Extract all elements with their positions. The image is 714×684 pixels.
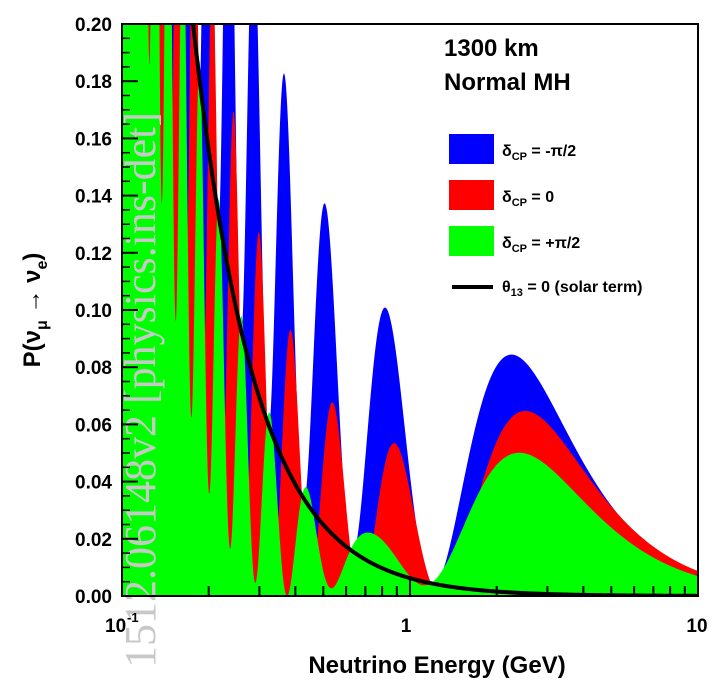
y-tick-label-0: 0.00 <box>75 587 112 608</box>
legend-label-0: δCP = -π/2 <box>502 143 576 163</box>
legend-swatch-0 <box>449 134 494 164</box>
series-area-2 <box>122 24 698 596</box>
y-tick-label-8: 0.16 <box>75 129 112 150</box>
legend-label-1: δCP = 0 <box>502 189 554 209</box>
baseline-annotation: 1300 km Normal MH <box>444 35 571 96</box>
y-tick-label-2: 0.04 <box>75 473 112 494</box>
y-tick-label-5: 0.10 <box>75 301 112 322</box>
x-tick-label-0-base: 10 <box>105 616 126 637</box>
legend-label-2: δCP = +π/2 <box>502 235 580 255</box>
y-tick-label-4: 0.08 <box>75 358 112 379</box>
y-axis: 0.00 0.02 0.04 0.06 0.08 0.10 0.12 0.14 0.16 0.18… <box>75 15 112 608</box>
y-tick-label-7: 0.14 <box>75 187 112 208</box>
axis-ticks <box>121 23 699 597</box>
arxiv-watermark: 1512.06148v2 [physics.ins-det] <box>116 112 165 668</box>
x-axis: 10 -1 1 10 Neutrino Energy (GeV) <box>105 610 708 679</box>
legend-swatch-2 <box>449 226 494 256</box>
x-tick-label-0-exp: -1 <box>127 610 139 625</box>
annotation-baseline: 1300 km <box>444 35 539 62</box>
legend-label-3: θ13 = 0 (solar term) <box>502 279 643 299</box>
legend-swatch-1 <box>449 180 494 210</box>
y-tick-label-10: 0.20 <box>75 15 112 36</box>
y-axis-title: P(νμ → νe) <box>19 253 51 368</box>
x-tick-label-0: 10 -1 <box>105 610 139 637</box>
y-tick-label-1: 0.02 <box>75 530 112 551</box>
x-tick-label-2: 10 <box>686 616 707 637</box>
x-tick-label-1: 1 <box>401 616 412 637</box>
watermark: 1512.06148v2 [physics.ins-det] <box>116 112 165 668</box>
y-tick-label-9: 0.18 <box>75 72 112 93</box>
x-axis-title: Neutrino Energy (GeV) <box>308 652 565 679</box>
y-tick-label-6: 0.12 <box>75 244 112 265</box>
y-tick-label-3: 0.06 <box>75 415 112 436</box>
legend: δCP = -π/2 δCP = 0 δCP = +π/2 θ13 = 0 (s… <box>449 134 643 299</box>
annotation-hierarchy: Normal MH <box>444 69 571 96</box>
